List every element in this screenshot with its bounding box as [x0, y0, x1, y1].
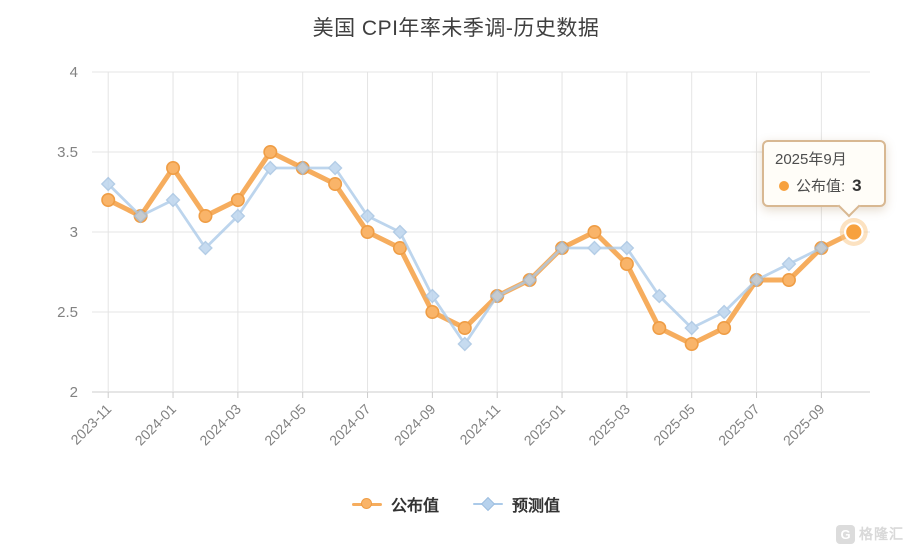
tooltip-value-row: 公布值: 3	[775, 175, 874, 196]
published-data-point[interactable]	[328, 177, 343, 192]
highlighted-data-point[interactable]	[846, 224, 862, 240]
legend-label-published: 公布值	[390, 498, 439, 515]
y-axis-label: 2.5	[57, 304, 78, 321]
published-data-point[interactable]	[781, 272, 796, 287]
tooltip-series-dot-icon	[779, 180, 789, 191]
x-axis-label: 2025-09	[780, 401, 828, 449]
chart-title: 美国 CPI年率未季调-历史数据	[312, 17, 600, 40]
forecast-data-point[interactable]	[489, 288, 505, 304]
forecast-data-point[interactable]	[813, 240, 829, 256]
published-data-point[interactable]	[587, 225, 602, 240]
published-data-point[interactable]	[717, 320, 732, 335]
y-axis-label: 2	[70, 384, 78, 401]
forecast-data-point[interactable]	[262, 160, 278, 176]
published-data-point[interactable]	[230, 193, 245, 208]
published-series-line	[105, 149, 857, 347]
x-axis-label: 2025-07	[715, 401, 763, 449]
x-axis-label: 2025-01	[521, 401, 569, 449]
forecast-data-point[interactable]	[424, 288, 440, 304]
forecast-data-point[interactable]	[230, 208, 246, 224]
x-axis-label: 2024-07	[326, 401, 374, 449]
published-data-point[interactable]	[166, 161, 181, 176]
forecast-data-point[interactable]	[651, 288, 667, 304]
forecast-data-point[interactable]	[295, 160, 311, 176]
legend-circle-icon	[360, 497, 372, 509]
published-data-point[interactable]	[360, 225, 375, 240]
forecast-data-point[interactable]	[781, 256, 797, 272]
forecast-series-line	[107, 166, 822, 346]
forecast-data-point[interactable]	[457, 336, 473, 352]
gelonghui-logo-icon: G	[836, 524, 855, 544]
forecast-data-point[interactable]	[100, 176, 116, 192]
forecast-series	[100, 160, 829, 352]
x-axis-label: 2024-05	[261, 401, 309, 449]
forecast-data-point[interactable]	[522, 272, 538, 288]
watermark-text: 格隆汇	[859, 526, 904, 542]
x-axis-label: 2024-11	[456, 401, 503, 448]
tooltip: 2025年9月 公布值: 3	[762, 140, 886, 207]
forecast-data-point[interactable]	[684, 320, 700, 336]
tooltip-series-label: 公布值:	[796, 178, 846, 195]
forecast-data-point[interactable]	[327, 160, 343, 176]
published-data-point[interactable]	[652, 320, 667, 335]
x-axis-label: 2024-03	[196, 401, 244, 449]
legend-diamond-icon	[480, 496, 496, 512]
published-line-circle-marker-icon	[351, 497, 382, 511]
published-data-point[interactable]	[263, 145, 278, 160]
published-data-point[interactable]	[457, 320, 472, 335]
forecast-data-point[interactable]	[587, 240, 602, 256]
y-axis-label: 4	[70, 64, 78, 81]
x-axis-label: 2024-01	[132, 401, 180, 449]
published-data-point[interactable]	[619, 256, 634, 271]
forecast-data-point[interactable]	[554, 240, 570, 256]
x-axis-label: 2025-03	[585, 401, 633, 449]
published-data-point[interactable]	[392, 241, 407, 256]
forecast-data-point[interactable]	[716, 304, 732, 320]
x-axis-label: 2023-11	[67, 401, 114, 448]
y-axis-label: 3	[70, 224, 78, 241]
forecast-data-point[interactable]	[198, 240, 213, 256]
published-data-point[interactable]	[425, 304, 440, 319]
legend-item-published[interactable]: 公布值	[351, 492, 439, 516]
tooltip-value: 3	[852, 175, 862, 195]
forecast-line-diamond-marker-icon	[473, 496, 503, 512]
y-axis-label: 3.5	[57, 144, 78, 161]
forecast-data-point[interactable]	[360, 208, 375, 224]
legend: 公布值 预测值	[0, 491, 912, 517]
legend-label-forecast: 预测值	[512, 498, 561, 515]
watermark: G 格隆汇	[836, 524, 904, 544]
forecast-data-point[interactable]	[619, 240, 635, 256]
published-data-point[interactable]	[101, 193, 116, 208]
published-data-point[interactable]	[198, 209, 213, 224]
forecast-data-point[interactable]	[749, 272, 764, 288]
tooltip-date: 2025年9月	[775, 151, 847, 168]
published-data-point[interactable]	[684, 336, 699, 351]
forecast-data-point[interactable]	[133, 208, 149, 224]
forecast-data-point[interactable]	[392, 224, 408, 240]
x-axis-label: 2024-09	[391, 401, 439, 449]
x-axis-label: 2025-05	[650, 401, 698, 449]
forecast-data-point[interactable]	[165, 192, 181, 208]
legend-item-forecast[interactable]: 预测值	[473, 492, 560, 516]
